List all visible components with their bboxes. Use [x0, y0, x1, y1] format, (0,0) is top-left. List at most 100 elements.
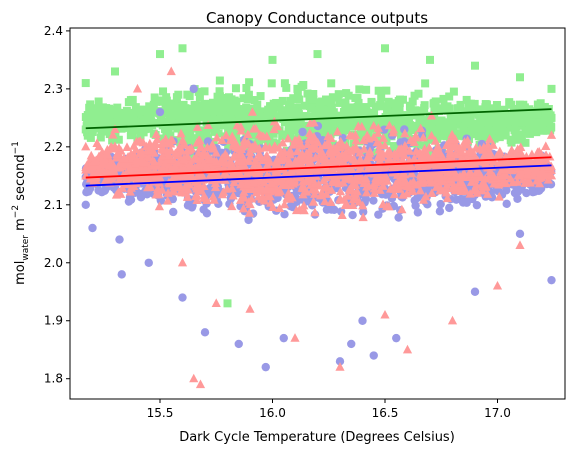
data-point-square: [165, 107, 174, 116]
data-point-triangle: [208, 143, 218, 153]
data-point-circle: [82, 188, 91, 197]
data-point-circle: [234, 339, 243, 349]
data-point-triangle: [498, 177, 508, 187]
data-point-square: [278, 96, 287, 105]
data-point-triangle: [391, 151, 401, 161]
data-point-triangle: [450, 134, 460, 144]
data-point-square: [111, 67, 119, 76]
data-point-triangle: [398, 168, 408, 178]
data-point-square: [354, 111, 363, 120]
data-point-triangle: [211, 156, 222, 166]
data-point-triangle: [342, 141, 352, 150]
data-point-triangle: [321, 156, 331, 166]
data-point-circle: [81, 200, 90, 210]
data-point-square: [367, 97, 376, 106]
data-point-square: [218, 112, 227, 121]
data-point-square: [188, 104, 197, 113]
data-point-triangle: [212, 132, 222, 142]
data-point-triangle: [466, 177, 477, 186]
data-point-triangle: [515, 168, 525, 178]
data-point-triangle: [407, 185, 417, 194]
data-point-triangle: [285, 158, 295, 167]
data-point-square: [202, 128, 211, 137]
data-point-triangle: [485, 134, 495, 143]
data-point-square: [221, 121, 230, 130]
y-tick-label: 2.2: [44, 140, 63, 154]
data-point-triangle: [400, 128, 410, 138]
data-point-square: [376, 101, 385, 110]
data-point-triangle: [291, 205, 302, 215]
data-point-triangle: [315, 190, 326, 200]
data-point-triangle: [347, 179, 358, 189]
data-point-triangle: [228, 190, 238, 200]
data-point-square: [437, 116, 446, 125]
data-point-triangle: [319, 175, 329, 184]
data-point-triangle: [354, 171, 364, 181]
data-point-square: [517, 132, 526, 141]
data-point-square: [137, 105, 146, 114]
data-point-triangle: [364, 133, 374, 143]
data-point-triangle: [81, 141, 91, 151]
data-point-triangle: [154, 189, 164, 199]
data-point-triangle: [347, 131, 357, 140]
data-point-triangle: [358, 212, 368, 222]
data-point-triangle: [108, 129, 118, 139]
data-point-square: [81, 125, 90, 134]
data-point-square: [328, 127, 337, 136]
data-point-triangle: [135, 148, 145, 157]
data-point-triangle: [296, 165, 306, 174]
data-point-triangle: [125, 166, 135, 176]
data-point-square: [362, 85, 371, 94]
data-point-triangle: [144, 152, 154, 162]
data-point-square: [183, 90, 192, 99]
data-point-circle: [522, 188, 531, 198]
data-point-triangle: [92, 138, 102, 148]
data-point-square: [388, 113, 397, 122]
data-point-square: [256, 92, 265, 101]
data-point-triangle: [210, 172, 221, 181]
data-point-square: [216, 121, 225, 130]
data-point-triangle: [151, 139, 161, 149]
x-tick-label: 15.5: [147, 406, 174, 420]
data-point-square: [102, 104, 111, 113]
data-point-square: [291, 108, 300, 117]
data-point-triangle: [210, 178, 221, 187]
data-point-triangle: [520, 178, 530, 187]
data-point-square: [304, 112, 313, 121]
data-point-triangle: [465, 188, 475, 198]
data-point-triangle: [149, 157, 160, 166]
x-axis-label: Dark Cycle Temperature (Degrees Celsius): [179, 430, 455, 445]
data-point-triangle: [373, 128, 383, 137]
data-point-square: [477, 118, 486, 127]
data-point-square: [200, 109, 209, 118]
data-point-triangle: [169, 181, 179, 191]
data-point-square: [366, 117, 375, 126]
data-point-square: [484, 118, 493, 127]
data-point-square: [269, 129, 278, 138]
data-point-triangle: [203, 120, 213, 130]
data-point-square: [396, 131, 405, 140]
data-point-triangle: [119, 153, 129, 163]
data-point-square: [174, 109, 183, 118]
data-point-square: [239, 108, 248, 117]
data-point-square: [275, 126, 284, 135]
data-point-square: [440, 102, 449, 111]
data-point-square: [307, 104, 316, 113]
data-point-triangle: [283, 133, 293, 143]
data-point-square: [268, 102, 277, 111]
data-point-triangle: [236, 179, 246, 189]
data-point-square: [408, 97, 417, 106]
data-point-triangle: [417, 152, 428, 162]
data-point-triangle: [483, 151, 493, 161]
data-point-square: [446, 114, 455, 123]
data-point-square: [157, 96, 166, 105]
data-point-triangle: [546, 130, 557, 139]
y-label-exp2: −1: [11, 141, 21, 154]
data-point-square: [321, 95, 330, 104]
data-point-square: [277, 106, 286, 115]
data-point-square: [172, 102, 181, 111]
data-point-square: [542, 114, 551, 123]
data-point-circle: [369, 351, 378, 360]
data-point-triangle: [178, 135, 188, 145]
data-point-square: [296, 118, 305, 127]
